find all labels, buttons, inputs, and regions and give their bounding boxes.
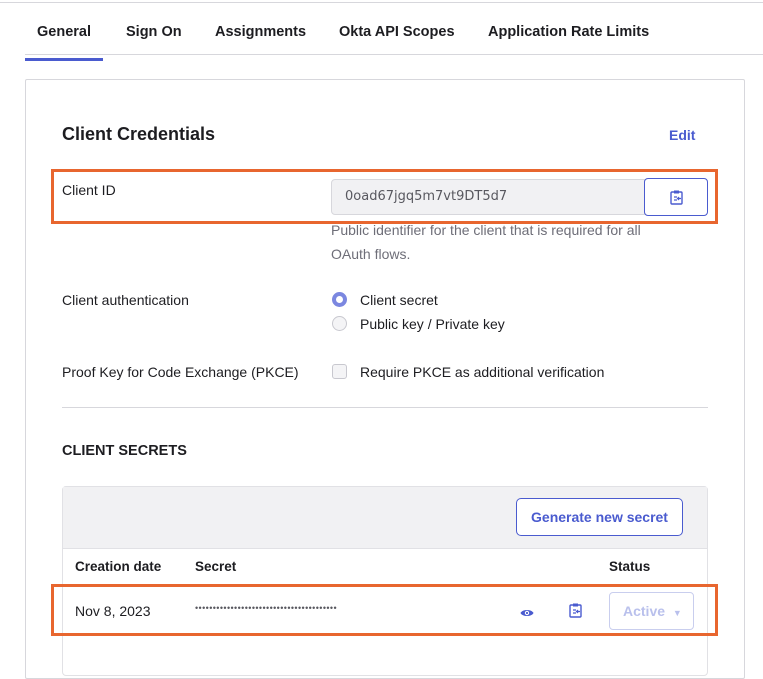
tab-general[interactable]: General — [25, 24, 103, 61]
column-status: Status — [609, 559, 651, 574]
public-key-option-label[interactable]: Public key / Private key — [360, 316, 505, 332]
copy-secret-button[interactable] — [569, 603, 582, 621]
secret-masked-value: •••••••••••••••••••••••••••••••••••••••• — [195, 603, 338, 613]
chevron-down-icon: ▼ — [672, 608, 682, 618]
section-title: Client Credentials — [62, 124, 216, 144]
highlight-secret-row — [51, 584, 718, 636]
client-auth-label: Client authentication — [62, 292, 189, 308]
client-id-field[interactable]: 0oad67jgq5m7vt9DT5d7 — [331, 179, 645, 215]
pkce-checkbox[interactable] — [332, 364, 347, 379]
radio-public-private-key[interactable] — [332, 316, 347, 331]
tab-bar: General Sign On Assignments Okta API Sco… — [25, 0, 763, 61]
highlight-client-id — [51, 169, 718, 224]
client-id-help: Public identifier for the client that is… — [331, 222, 641, 262]
column-secret: Secret — [195, 559, 237, 574]
clipboard-icon — [669, 190, 683, 205]
client-secrets-title: CLIENT SECRETS — [62, 443, 187, 459]
tab-application-rate-limits[interactable]: Application Rate Limits — [488, 24, 650, 40]
pkce-label: Proof Key for Code Exchange (PKCE) — [62, 364, 299, 380]
generate-new-secret-button[interactable]: Generate new secret — [516, 498, 683, 536]
copy-client-id-button[interactable] — [644, 178, 708, 216]
tab-assignments[interactable]: Assignments — [215, 24, 307, 40]
secret-creation-date: Nov 8, 2023 — [75, 603, 151, 619]
edit-link[interactable]: Edit — [669, 127, 696, 143]
status-value: Active — [623, 603, 666, 619]
pkce-option-label[interactable]: Require PKCE as additional verification — [360, 364, 605, 380]
clipboard-icon — [569, 603, 582, 618]
column-creation-date: Creation date — [75, 559, 162, 574]
client-id-label: Client ID — [62, 182, 116, 198]
top-divider — [0, 2, 763, 3]
client-secret-option-label[interactable]: Client secret — [360, 292, 438, 308]
tab-okta-api-scopes[interactable]: Okta API Scopes — [339, 24, 455, 40]
show-secret-button[interactable] — [520, 605, 534, 621]
radio-client-secret[interactable] — [332, 292, 347, 307]
secret-status-dropdown[interactable]: Active ▼ — [609, 592, 694, 630]
section-divider — [62, 407, 708, 408]
tab-sign-on[interactable]: Sign On — [126, 24, 182, 40]
eye-icon — [520, 610, 534, 616]
